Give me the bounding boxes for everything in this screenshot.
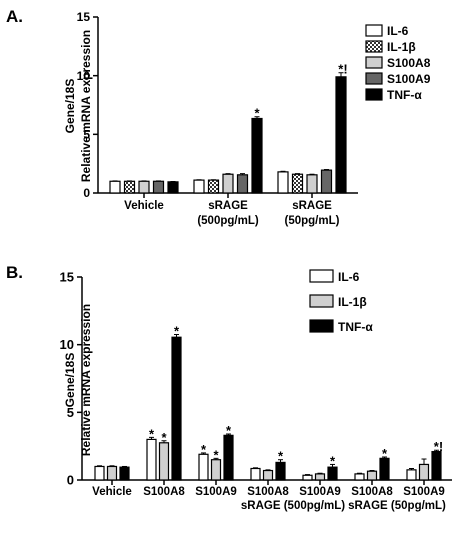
a-bar-4-1 [251,117,263,194]
a-bar-0-0 [109,180,121,194]
a-ytick-label-3: 15 [77,10,91,24]
a-bar-1-0 [123,180,136,194]
b-group-label-3-0: S100A8 [247,486,289,498]
a-group-label-2-0: sRAGE [292,200,332,212]
a-legend-label-0: IL-6 [387,24,409,38]
b-ytick-label-2: 10 [60,337,74,352]
a-bar-0-2 [277,171,289,194]
b-group-label-0-0: Vehicle [92,486,132,498]
b-bar-1-6 [418,463,430,481]
b-annotation-2-2: * [226,423,232,438]
b-bar-2-1 [171,336,182,481]
panel-b-chart: 0 5 10 15 Vehicle * * * S100A8 * * * S100A9 * S100A8 sR… [60,269,452,512]
b-group-label-5-1: sRAGE (50pg/mL) [348,500,446,512]
a-bar-1-2 [291,173,304,194]
a-legend-label-1: IL-1β [387,40,416,54]
b-annotation-2-6: *! [434,439,443,454]
a-group-label-1-0: sRAGE [208,200,248,212]
b-bar-2-4 [327,466,338,481]
b-annotation-0-1: * [149,426,155,441]
b-legend-swatch-0 [309,269,334,283]
b-bar-2-0 [119,466,130,481]
a-bar-3-1 [236,174,249,194]
b-bar-1-4 [314,473,326,481]
a-group-label-1-1: (500pg/mL) [197,215,259,227]
a-bar-2-1 [222,173,234,194]
b-bar-2-6 [431,450,442,481]
a-bar-4-0 [167,181,179,194]
a-ytick-label-1: 5 [83,128,90,142]
b-bar-1-2 [210,459,222,481]
a-bar-2-2 [306,174,318,194]
a-bar-3-0 [152,180,165,194]
b-group-label-3-1: sRAGE (500pg/mL) [241,500,345,512]
a-annotation-4-1: * [254,106,260,121]
b-group-label-4-0: S100A9 [299,486,341,498]
b-annotation-2-5: * [382,446,388,461]
b-bar-0-3 [250,467,261,481]
b-group-label-6-0: S100A9 [403,486,445,498]
b-bar-0-4 [302,474,313,481]
panel-b-ylabel-1: Gene/18S [63,353,77,408]
a-bar-4-2 [335,76,347,194]
a-legend-swatch-4 [365,88,383,101]
b-group-label-2-0: S100A9 [195,486,237,498]
a-legend-swatch-3 [365,72,383,85]
b-annotation-2-1: * [174,324,180,339]
b-legend-label-1: IL-1β [338,295,367,309]
panel-b-label: B. [6,263,23,282]
panel-a-ylabel-2: Relative mRNA expression [79,30,93,182]
a-bar-1-1 [207,179,220,194]
b-bar-2-5 [379,457,390,481]
a-bar-0-1 [193,179,205,194]
a-ytick-label-0: 0 [83,186,90,200]
b-legend-swatch-2 [309,319,334,333]
b-legend-label-0: IL-6 [338,270,360,284]
panel-a-label: A. [6,7,23,26]
b-annotation-2-3: * [278,449,284,464]
a-bar-2-0 [138,180,150,194]
b-annotation-1-1: * [161,430,167,445]
panel-a-ylabel-1: Gene/18S [63,79,77,134]
b-ytick-label-3: 15 [60,270,74,285]
a-ytick-label-2: 10 [77,69,91,83]
b-annotation-2-4: * [330,453,336,468]
a-legend-swatch-0 [365,24,383,37]
b-legend-label-2: TNF-α [338,320,373,334]
b-bar-0-5 [354,473,365,481]
b-bar-0-1 [146,438,157,481]
b-bar-2-2 [223,434,234,481]
a-group-label-2-1: (50pg/mL) [285,215,340,227]
b-annotation-1-2: * [213,447,219,462]
panel-a-chart: 0 5 10 15 Vehicle * sRAGE (500pg/mL) *! sRAGE (50p… [77,10,431,227]
b-bar-0-2 [198,453,209,481]
b-bar-0-0 [94,465,105,481]
b-annotation-0-2: * [201,442,207,457]
b-bar-2-3 [275,461,286,481]
b-bar-1-1 [158,442,170,481]
b-group-label-1-0: S100A8 [143,486,185,498]
a-group-label-0-0: Vehicle [124,200,164,212]
a-bar-3-2 [320,169,333,194]
a-legend-label-4: TNF-α [387,88,422,102]
b-bar-1-0 [106,465,118,481]
a-legend-label-2: S100A8 [387,56,431,70]
b-ytick-label-0: 0 [67,473,74,488]
panel-b-ylabel-2: Relative mRNA expression [79,304,93,456]
a-annotation-4-2: *! [338,62,347,77]
b-bar-1-3 [262,469,274,481]
b-ytick-label-1: 5 [67,405,74,420]
b-group-label-5-0: S100A8 [351,486,393,498]
b-bar-1-5 [366,470,378,481]
a-legend-label-3: S100A9 [387,72,431,86]
b-legend-swatch-1 [309,294,334,308]
b-bar-0-6 [406,469,417,481]
a-legend-swatch-2 [365,56,383,69]
a-legend-swatch-1 [365,40,383,53]
